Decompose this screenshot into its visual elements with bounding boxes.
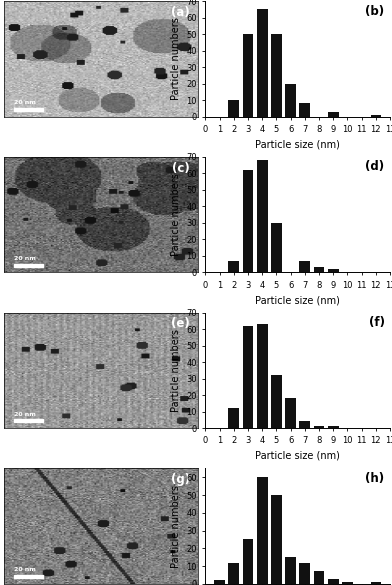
Bar [243,170,253,272]
Text: 20 nm: 20 nm [14,256,36,261]
Bar [299,421,310,428]
Text: (f): (f) [368,316,385,329]
Y-axis label: Particle numbers: Particle numbers [171,485,181,567]
Bar [229,100,239,116]
Bar [14,108,43,111]
Bar [285,398,296,428]
Bar [229,408,239,428]
Text: (b): (b) [365,5,385,18]
Text: (c): (c) [172,161,190,174]
Bar [370,582,381,584]
Bar [285,84,296,116]
X-axis label: Particle size (nm): Particle size (nm) [255,451,340,461]
Bar [328,426,339,428]
Bar [229,563,239,584]
Y-axis label: Particle numbers: Particle numbers [171,173,181,256]
Y-axis label: Particle numbers: Particle numbers [171,329,181,412]
Bar [257,160,267,272]
Bar [299,104,310,116]
Text: 20 nm: 20 nm [14,411,36,417]
Y-axis label: Particle numbers: Particle numbers [171,18,181,100]
Bar [243,539,253,584]
Bar [328,269,339,272]
Bar [271,34,282,116]
Bar [299,261,310,272]
X-axis label: Particle size (nm): Particle size (nm) [255,295,340,305]
Bar [314,572,324,584]
Bar [328,579,339,584]
Text: 20 nm: 20 nm [14,567,36,572]
Bar [257,477,267,584]
Bar [370,115,381,116]
Bar [314,267,324,272]
X-axis label: Particle size (nm): Particle size (nm) [255,139,340,149]
Bar [243,34,253,116]
Bar [243,326,253,428]
Text: (d): (d) [365,160,385,173]
Bar [229,261,239,272]
Bar [328,112,339,116]
Bar [271,376,282,428]
Text: 20 nm: 20 nm [14,100,36,105]
Bar [14,264,43,267]
Bar [342,582,353,584]
Bar [214,580,225,584]
Text: (g): (g) [171,473,190,486]
Bar [314,426,324,428]
Bar [257,324,267,428]
Bar [257,9,267,116]
Bar [271,495,282,584]
Bar [285,557,296,584]
Bar [14,419,43,422]
Text: (e): (e) [171,317,190,331]
Text: (h): (h) [365,472,385,485]
Bar [271,223,282,272]
Bar [14,575,43,578]
Bar [299,563,310,584]
Text: (a): (a) [171,6,190,19]
